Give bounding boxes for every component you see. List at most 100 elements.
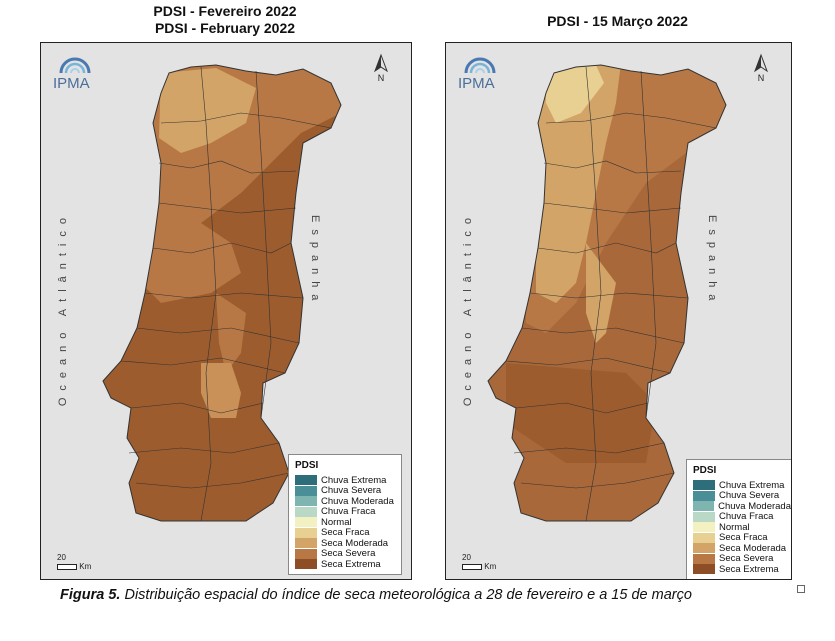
caption-text: Distribuição espacial do índice de seca … <box>120 587 692 603</box>
scale-unit: Km <box>484 562 497 571</box>
legend-item: Chuva Severa <box>693 490 791 502</box>
legend-item: Seca Severa <box>693 553 791 565</box>
map-panel-march: IPMA N Oceano Atlântico Espanha 20 Km PD… <box>445 42 792 580</box>
legend-title: PDSI <box>693 465 717 476</box>
legend-label: Seca Moderada <box>321 537 389 549</box>
legend-label: Chuva Extrema <box>321 474 387 486</box>
ocean-label: Oceano Atlântico <box>57 211 69 407</box>
ipma-logo <box>59 57 91 74</box>
legend-swatch <box>693 501 715 512</box>
scale-bar: 20 Km <box>462 553 496 571</box>
legend-label: Seca Severa <box>321 548 376 560</box>
legend-item: Chuva Moderada <box>295 496 395 507</box>
ipma-logo <box>464 57 496 74</box>
legend-item: Seca Fraca <box>295 527 395 539</box>
scale-bar-graphic <box>462 563 482 570</box>
legend-items: Chuva Extrema Chuva Severa Chuva Moderada C… <box>295 475 395 570</box>
zone-seca-severa <box>141 213 241 303</box>
legend-item: Seca Moderada <box>693 543 791 554</box>
zone-seca-extrema <box>506 363 656 463</box>
legend-label: Chuva Extrema <box>719 479 785 491</box>
scale-unit: Km <box>79 562 92 571</box>
map-title-march: PDSI - 15 Março 2022 <box>445 13 790 30</box>
legend-label: Seca Fraca <box>321 527 370 539</box>
scale-label: 20 <box>462 553 471 562</box>
zone-seca-severa <box>216 293 246 373</box>
figure-caption: Figura 5. Distribuição espacial do índic… <box>60 587 692 603</box>
legend-label: Seca Moderada <box>719 542 787 554</box>
legend-label: Normal <box>719 521 750 533</box>
map-panel-february: IPMA N Oceano Atlântico Espanha 20 Km PD… <box>40 42 412 580</box>
legend-items: Chuva Extrema Chuva Severa Chuva Moderada C… <box>693 480 791 575</box>
legend-item: Chuva Extrema <box>295 475 395 486</box>
legend-item: Seca Moderada <box>295 538 395 549</box>
legend-item: Chuva Extrema <box>693 480 791 491</box>
legend-label: Chuva Moderada <box>321 495 394 507</box>
zone-seca-moderada <box>159 68 256 153</box>
legend-label: Seca Fraca <box>719 532 768 544</box>
legend-swatch <box>295 475 317 486</box>
north-arrow-icon: N <box>373 53 389 83</box>
legend-swatch <box>693 564 715 575</box>
legend-label: Seca Extrema <box>719 563 779 575</box>
legend-item: Chuva Fraca <box>295 506 395 517</box>
legend-swatch <box>693 553 715 564</box>
legend-swatch <box>693 511 715 522</box>
zone-seca-moderada <box>536 65 621 303</box>
legend-swatch <box>693 480 715 491</box>
legend-item: Chuva Fraca <box>693 511 791 523</box>
legend-label: Chuva Severa <box>321 485 382 497</box>
legend-item: Chuva Severa <box>295 485 395 497</box>
legend-label: Seca Extrema <box>321 558 381 570</box>
legend-swatch <box>693 522 715 533</box>
scale-bar-graphic <box>57 563 77 570</box>
legend-swatch <box>295 527 317 538</box>
ipma-logo-text: IPMA <box>458 75 495 92</box>
legend-swatch <box>295 538 317 549</box>
legend-swatch <box>295 496 317 507</box>
north-label: N <box>378 73 385 83</box>
legend-march: PDSI Chuva Extrema Chuva Severa Chuva Mode… <box>686 459 791 579</box>
map-title-line1: PDSI - Fevereiro 2022 <box>153 3 297 19</box>
ipma-logo-text: IPMA <box>53 75 90 92</box>
legend-item: Seca Severa <box>295 548 395 560</box>
legend-swatch <box>693 532 715 543</box>
drought-zones <box>141 65 341 418</box>
legend-swatch <box>295 548 317 559</box>
legend-swatch <box>693 490 715 501</box>
map-title-line1: PDSI - 15 Março 2022 <box>547 13 688 29</box>
spain-label: Espanha <box>706 215 718 308</box>
district-borders <box>487 64 727 522</box>
legend-label: Chuva Fraca <box>719 511 774 523</box>
legend-item: Normal <box>693 522 791 533</box>
spain-label: Espanha <box>309 215 321 308</box>
portugal-map-february <box>102 64 342 522</box>
portugal-map-march <box>487 64 727 522</box>
scale-bar: 20 Km <box>57 553 91 571</box>
legend-item: Chuva Moderada <box>693 501 791 512</box>
north-label: N <box>758 73 765 83</box>
legend-february: PDSI Chuva Extrema Chuva Severa Chuva Mode… <box>288 454 402 575</box>
legend-title: PDSI <box>295 460 319 471</box>
north-arrow-icon: N <box>753 53 769 83</box>
legend-item: Normal <box>295 517 395 528</box>
legend-item: Seca Fraca <box>693 532 791 544</box>
legend-swatch <box>295 506 317 517</box>
legend-label: Chuva Severa <box>719 490 780 502</box>
legend-swatch <box>295 559 317 570</box>
map-title-line2: PDSI - February 2022 <box>154 20 296 36</box>
legend-label: Normal <box>321 516 352 528</box>
legend-swatch <box>295 485 317 496</box>
legend-item: Seca Extrema <box>295 559 395 570</box>
legend-label: Chuva Moderada <box>718 500 791 512</box>
legend-swatch <box>295 517 317 528</box>
zone-seca-fraca <box>546 65 604 123</box>
caption-marker <box>797 585 805 593</box>
map-title-february: PDSI - Fevereiro 2022 PDSI - February 20… <box>40 3 410 37</box>
zone-seca-moderada <box>201 363 241 418</box>
legend-swatch <box>693 543 715 554</box>
district-borders <box>102 64 342 522</box>
legend-label: Seca Severa <box>719 553 774 565</box>
scale-label: 20 <box>57 553 66 562</box>
caption-label: Figura 5. <box>60 587 121 603</box>
